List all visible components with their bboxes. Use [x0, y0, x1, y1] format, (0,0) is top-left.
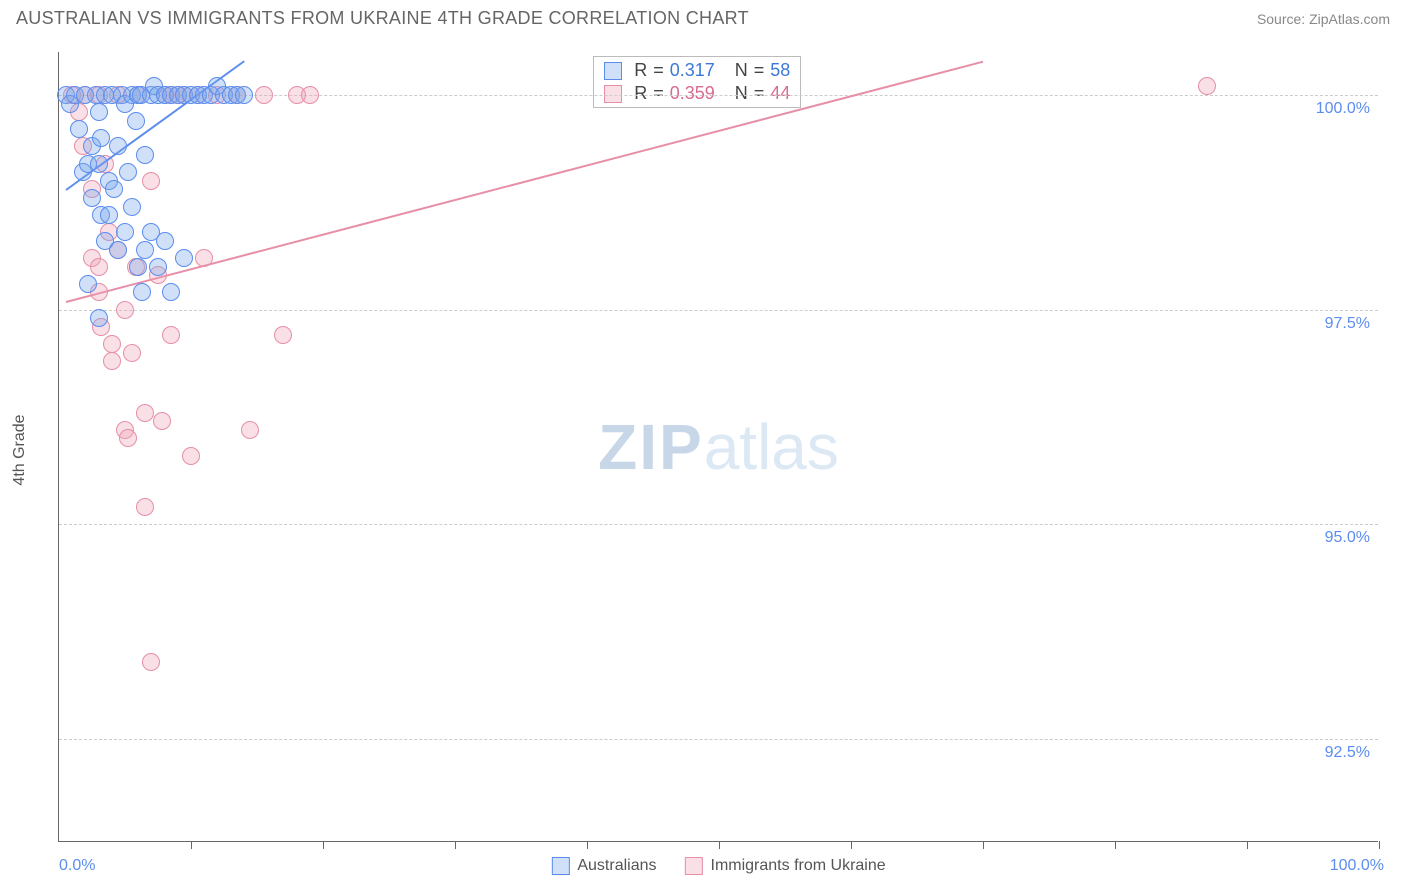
- data-point-pink: [103, 352, 121, 370]
- data-point-blue: [156, 232, 174, 250]
- data-point-blue: [90, 103, 108, 121]
- data-point-blue: [127, 112, 145, 130]
- x-tick: [719, 841, 720, 849]
- data-point-blue: [136, 241, 154, 259]
- legend-swatch-blue: [551, 857, 569, 875]
- data-point-blue: [109, 137, 127, 155]
- data-point-pink: [136, 498, 154, 516]
- data-point-blue: [70, 120, 88, 138]
- data-point-blue: [100, 206, 118, 224]
- y-tick-label: 97.5%: [1325, 315, 1370, 333]
- data-point-blue: [175, 249, 193, 267]
- data-point-blue: [109, 241, 127, 259]
- data-point-blue: [116, 223, 134, 241]
- x-tick: [1115, 841, 1116, 849]
- source-attribution: Source: ZipAtlas.com: [1257, 11, 1390, 27]
- source-prefix: Source:: [1257, 11, 1309, 27]
- data-point-blue: [105, 180, 123, 198]
- data-point-blue: [162, 283, 180, 301]
- data-point-pink: [123, 344, 141, 362]
- stats-r-label: R: [634, 83, 647, 104]
- data-point-pink: [274, 326, 292, 344]
- legend: Australians Immigrants from Ukraine: [551, 857, 885, 875]
- data-point-blue: [92, 129, 110, 147]
- stats-r-value: 0.359: [670, 83, 715, 104]
- data-point-pink: [136, 404, 154, 422]
- data-point-pink: [241, 421, 259, 439]
- data-point-pink: [1198, 77, 1216, 95]
- equals-sign: =: [653, 60, 664, 81]
- source-link[interactable]: ZipAtlas.com: [1309, 11, 1390, 27]
- x-tick: [983, 841, 984, 849]
- legend-swatch-pink: [685, 857, 703, 875]
- legend-label-ukraine: Immigrants from Ukraine: [711, 857, 886, 875]
- data-point-blue: [129, 258, 147, 276]
- data-point-pink: [103, 335, 121, 353]
- watermark: ZIPatlas: [598, 410, 839, 484]
- data-point-pink: [116, 301, 134, 319]
- x-axis-min-label: 0.0%: [59, 857, 95, 875]
- y-tick-label: 92.5%: [1325, 744, 1370, 762]
- x-axis-max-label: 100.0%: [1330, 857, 1384, 875]
- x-tick: [1379, 841, 1380, 849]
- equals-sign: =: [754, 60, 765, 81]
- scatter-plot: ZIPatlas R=0.317N=58R=0.359N=44 0.0% 100…: [58, 52, 1378, 842]
- stats-n-label: N: [735, 60, 748, 81]
- x-tick: [851, 841, 852, 849]
- data-point-pink: [119, 429, 137, 447]
- x-tick: [455, 841, 456, 849]
- data-point-pink: [162, 326, 180, 344]
- data-point-blue: [90, 155, 108, 173]
- data-point-blue: [90, 309, 108, 327]
- stats-row-pink: R=0.359N=44: [594, 82, 800, 105]
- stats-n-value: 58: [770, 60, 790, 81]
- legend-item-ukraine: Immigrants from Ukraine: [685, 857, 886, 875]
- y-tick-label: 100.0%: [1316, 100, 1370, 118]
- gridline: [59, 524, 1378, 525]
- x-tick: [191, 841, 192, 849]
- data-point-pink: [142, 172, 160, 190]
- data-point-blue: [119, 163, 137, 181]
- data-point-blue: [149, 258, 167, 276]
- data-point-blue: [123, 198, 141, 216]
- x-tick: [323, 841, 324, 849]
- data-point-pink: [195, 249, 213, 267]
- chart-container: 4th Grade ZIPatlas R=0.317N=58R=0.359N=4…: [16, 40, 1390, 860]
- data-point-pink: [255, 86, 273, 104]
- chart-title: AUSTRALIAN VS IMMIGRANTS FROM UKRAINE 4T…: [16, 8, 749, 29]
- data-point-pink: [142, 653, 160, 671]
- y-tick-label: 95.0%: [1325, 529, 1370, 547]
- legend-label-australians: Australians: [577, 857, 656, 875]
- stats-n-value: 44: [770, 83, 790, 104]
- data-point-blue: [79, 275, 97, 293]
- gridline: [59, 310, 1378, 311]
- stats-n-label: N: [735, 83, 748, 104]
- data-point-blue: [83, 189, 101, 207]
- stats-r-value: 0.317: [670, 60, 715, 81]
- stats-swatch: [604, 85, 622, 103]
- watermark-part1: ZIP: [598, 411, 704, 483]
- gridline: [59, 739, 1378, 740]
- equals-sign: =: [754, 83, 765, 104]
- data-point-blue: [235, 86, 253, 104]
- stats-r-label: R: [634, 60, 647, 81]
- data-point-pink: [182, 447, 200, 465]
- data-point-blue: [133, 283, 151, 301]
- x-tick: [587, 841, 588, 849]
- data-point-pink: [90, 258, 108, 276]
- watermark-part2: atlas: [704, 411, 839, 483]
- data-point-pink: [153, 412, 171, 430]
- data-point-pink: [301, 86, 319, 104]
- correlation-stats-box: R=0.317N=58R=0.359N=44: [593, 56, 801, 108]
- stats-row-blue: R=0.317N=58: [594, 59, 800, 82]
- y-axis-label: 4th Grade: [11, 414, 29, 485]
- data-point-blue: [136, 146, 154, 164]
- stats-swatch: [604, 62, 622, 80]
- x-tick: [1247, 841, 1248, 849]
- chart-header: AUSTRALIAN VS IMMIGRANTS FROM UKRAINE 4T…: [0, 0, 1406, 33]
- legend-item-australians: Australians: [551, 857, 656, 875]
- equals-sign: =: [653, 83, 664, 104]
